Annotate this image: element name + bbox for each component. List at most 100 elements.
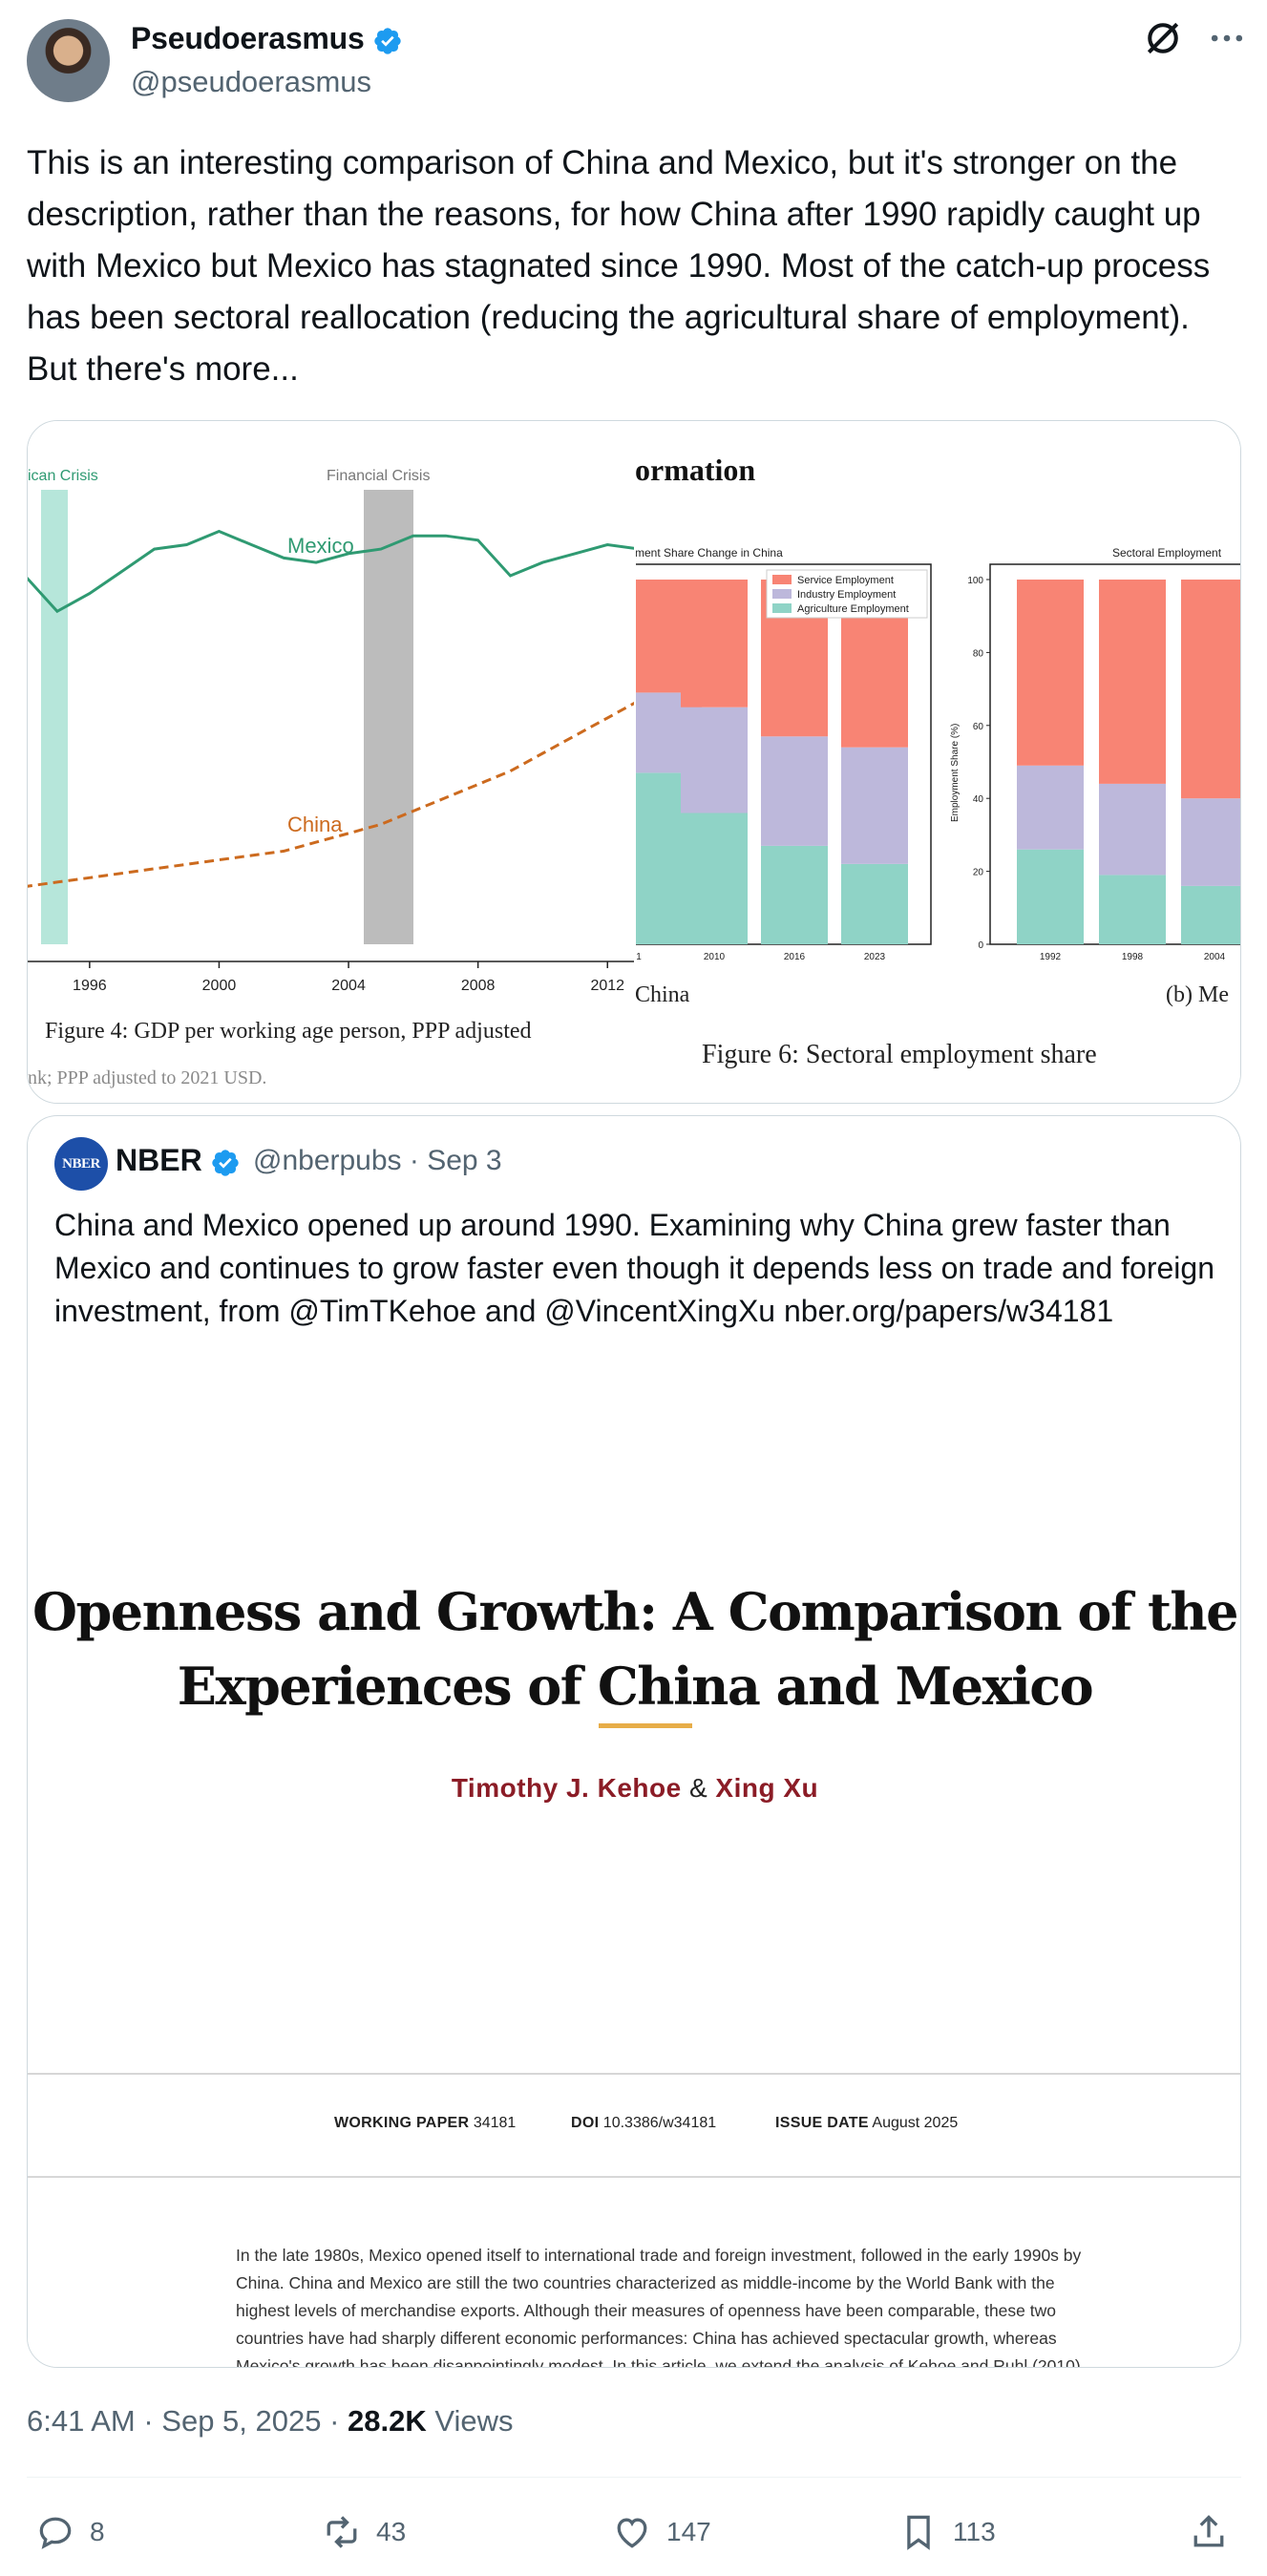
bar-agriculture-2004 bbox=[1181, 885, 1240, 944]
left-panel-title: ment Share Change in China bbox=[635, 546, 783, 560]
bar-service-1998 bbox=[1099, 580, 1166, 784]
crisis-left-label: ican Crisis bbox=[28, 468, 98, 484]
bookmark-count: 113 bbox=[953, 2517, 996, 2546]
figure-6-image: ormation ment Share Change in China Sect… bbox=[634, 421, 1240, 1103]
bar-industry-2023 bbox=[841, 747, 908, 864]
author-name-text[interactable]: Pseudoerasmus bbox=[131, 21, 365, 55]
x-tick-label-2008: 2008 bbox=[461, 978, 496, 994]
y-axis-label: Employment Share (%) bbox=[950, 724, 961, 822]
mexico-label: Mexico bbox=[287, 534, 354, 558]
crisis-shade-left bbox=[41, 490, 68, 944]
bar-industry-2010 bbox=[681, 707, 748, 813]
figure-4-source: nk; PPP adjusted to 2021 USD. bbox=[28, 1067, 266, 1088]
paper-authors: Timothy J. Kehoe & Xing Xu bbox=[28, 1773, 1240, 1804]
more-options-icon[interactable] bbox=[1206, 17, 1248, 59]
y-tick-label-80: 80 bbox=[973, 648, 984, 659]
media-figures[interactable]: ican Crisis Financial Crisis Mexico Chin… bbox=[28, 421, 1241, 1104]
bookmark-button[interactable]: 113 bbox=[897, 2509, 996, 2555]
paper-title-line2: Experiences of China and Mexico bbox=[177, 1656, 1094, 1717]
quoted-post[interactable]: NBER NBER @nberpubs · Sep 3 China and Me… bbox=[27, 1115, 1241, 2368]
legend-service: Service Employment bbox=[797, 575, 894, 586]
author-1: Timothy J. Kehoe bbox=[451, 1773, 682, 1803]
views-label: Views bbox=[426, 2404, 514, 2438]
bar-industry-2016 bbox=[761, 736, 828, 846]
divider bbox=[27, 2477, 1241, 2478]
repost-count: 43 bbox=[376, 2517, 407, 2546]
title-rule bbox=[599, 1723, 692, 1728]
like-count: 147 bbox=[666, 2517, 711, 2546]
bar-service-1992 bbox=[1017, 580, 1084, 766]
wp-label: WORKING PAPER bbox=[334, 2115, 470, 2131]
repost-button[interactable]: 43 bbox=[321, 2509, 406, 2555]
timestamp-text[interactable]: 6:41 AM · Sep 5, 2025 · bbox=[27, 2404, 348, 2438]
bar-agriculture-2016 bbox=[761, 845, 828, 944]
bar-service-2010 bbox=[681, 580, 748, 707]
author-2: Xing Xu bbox=[715, 1773, 819, 1803]
like-button[interactable]: 147 bbox=[611, 2509, 711, 2555]
bar-label-2016: 2016 bbox=[784, 952, 806, 962]
figure-6-heading: ormation bbox=[635, 453, 755, 487]
right-panel-title: Sectoral Employment bbox=[1112, 546, 1222, 560]
bar-label-1: 1 bbox=[636, 952, 642, 962]
like-icon bbox=[617, 2518, 647, 2548]
bar-agriculture-2023 bbox=[841, 864, 908, 944]
bar-agriculture-2010 bbox=[681, 813, 748, 944]
bar-label-2004: 2004 bbox=[1204, 952, 1226, 962]
verified-badge-icon bbox=[373, 27, 401, 54]
y-tick-label-20: 20 bbox=[973, 868, 984, 878]
y-tick-label-40: 40 bbox=[973, 794, 984, 805]
quote-avatar[interactable]: NBER bbox=[54, 1137, 108, 1191]
legend: Service Employment Industry Employment A… bbox=[766, 569, 928, 619]
bar-industry-1998 bbox=[1099, 783, 1166, 876]
share-icon bbox=[1193, 2515, 1224, 2547]
quote-author-name[interactable]: NBER bbox=[116, 1143, 241, 1178]
author-avatar[interactable] bbox=[27, 19, 110, 102]
post-text: This is an interesting comparison of Chi… bbox=[27, 144, 1211, 388]
doi: DOI 10.3386/w34181 bbox=[571, 2115, 716, 2132]
quote-text: China and Mexico opened up around 1990. … bbox=[54, 1208, 1214, 1328]
paper-abstract: In the late 1980s, Mexico opened itself … bbox=[236, 2246, 1082, 2368]
right-subcaption: (b) Me bbox=[1166, 982, 1229, 1007]
legend-agriculture: Agriculture Employment bbox=[797, 603, 909, 615]
figure-4-caption: Figure 4: GDP per working age person, PP… bbox=[45, 1019, 532, 1044]
repost-icon bbox=[327, 2516, 357, 2548]
bookmark-icon bbox=[907, 2515, 930, 2550]
x-tick-label-1996: 1996 bbox=[73, 978, 107, 994]
bar-label-1998: 1998 bbox=[1122, 952, 1144, 962]
legend-industry: Industry Employment bbox=[797, 589, 896, 601]
author-name[interactable]: Pseudoerasmus bbox=[131, 21, 403, 56]
reply-button[interactable]: 8 bbox=[34, 2509, 105, 2555]
working-paper: WORKING PAPER 34181 bbox=[334, 2115, 516, 2132]
figure-6-caption: Figure 6: Sectoral employment share bbox=[702, 1040, 1097, 1069]
share-button[interactable] bbox=[1188, 2509, 1243, 2555]
post-media[interactable]: ican Crisis Financial Crisis Mexico Chin… bbox=[27, 420, 1241, 1104]
bar-agriculture-1992 bbox=[1017, 849, 1084, 944]
grok-icon[interactable] bbox=[1142, 17, 1184, 59]
quote-handle-date[interactable]: @nberpubs · Sep 3 bbox=[253, 1145, 502, 1176]
china-label: China bbox=[287, 813, 343, 836]
author-amp: & bbox=[681, 1773, 716, 1803]
x-tick-label-2004: 2004 bbox=[331, 978, 366, 994]
y-tick-label-60: 60 bbox=[973, 722, 984, 732]
author-handle[interactable]: @pseudoerasmus bbox=[131, 65, 372, 98]
bar-service-2004 bbox=[1181, 580, 1240, 799]
post-timestamp[interactable]: 6:41 AM · Sep 5, 2025 · 28.2K Views bbox=[27, 2404, 514, 2439]
bar-industry-2004 bbox=[1181, 798, 1240, 886]
figure-4-image: ican Crisis Financial Crisis Mexico Chin… bbox=[28, 421, 803, 1103]
bar-label-2010: 2010 bbox=[704, 952, 726, 962]
paper-title-line1: Openness and Growth: A Comparison of the bbox=[32, 1581, 1239, 1642]
divider bbox=[28, 2073, 1240, 2075]
quote-author-name-text[interactable]: NBER bbox=[116, 1143, 202, 1177]
y-tick-label-100: 100 bbox=[967, 576, 983, 586]
bar-industry-1992 bbox=[1017, 765, 1084, 850]
issue-date: ISSUE DATE August 2025 bbox=[775, 2115, 958, 2132]
paper-image[interactable]: Openness and Growth: A Comparison of the… bbox=[28, 1418, 1240, 2368]
views-count: 28.2K bbox=[348, 2404, 427, 2438]
x-tick-label-2012: 2012 bbox=[590, 978, 624, 994]
crisis-shade-right bbox=[364, 490, 413, 944]
issue-label: ISSUE DATE bbox=[775, 2115, 869, 2131]
reply-icon bbox=[39, 2517, 72, 2549]
bar-agriculture-1998 bbox=[1099, 875, 1166, 944]
reply-count: 8 bbox=[90, 2517, 105, 2546]
bar-label-1992: 1992 bbox=[1040, 952, 1062, 962]
